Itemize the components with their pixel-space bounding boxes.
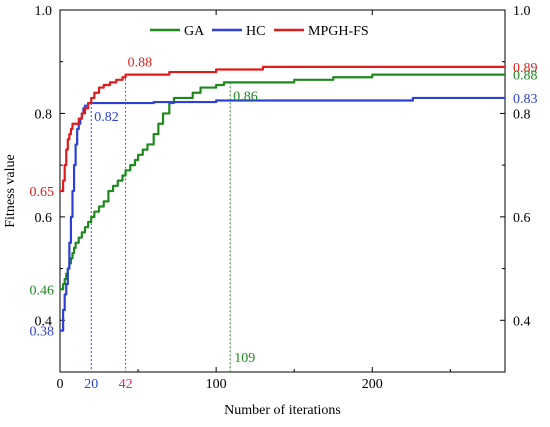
marker-label: 20 xyxy=(84,377,98,392)
y-tick-label-right: 0.6 xyxy=(513,211,531,226)
series-line-mpgh-fs xyxy=(60,65,505,193)
value-annotation: 0.86 xyxy=(233,89,258,104)
legend-label-hc: HC xyxy=(246,24,265,39)
annotations-layer: 0.650.460.380.890.880.830.880.820.86 xyxy=(30,56,538,340)
series-line-hc xyxy=(60,96,505,332)
value-annotation: 0.88 xyxy=(513,69,538,84)
series-layer xyxy=(60,65,505,332)
x-tick-label: 0 xyxy=(57,377,64,392)
x-axis-label: Number of iterations xyxy=(224,403,341,418)
value-annotation: 0.88 xyxy=(128,56,153,71)
value-annotation: 0.82 xyxy=(94,110,119,125)
markers-layer: 20 42 109 xyxy=(84,74,255,392)
value-annotation: 0.89 xyxy=(513,61,538,76)
y-tick-label-right: 0.4 xyxy=(513,314,531,329)
y-tick-label-left: 1.0 xyxy=(35,4,53,19)
marker-label: 109 xyxy=(234,351,255,366)
legend-label-mpgh-fs: MPGH-FS xyxy=(308,24,369,39)
y-tick-label-right: 1.0 xyxy=(513,4,531,19)
y-axis-label: Fitness value xyxy=(3,154,18,228)
marker-label: 42 xyxy=(119,377,133,392)
series-line-ga xyxy=(60,73,505,291)
y-tick-label-right: 0.8 xyxy=(513,107,531,122)
y-tick-label-left: 0.8 xyxy=(35,107,53,122)
value-annotation: 0.65 xyxy=(30,185,55,200)
x-tick-label: 200 xyxy=(362,377,383,392)
ticks-layer: 0 100 200 0.4 0.4 0.6 0.6 0.8 0.8 1.0 1.0 xyxy=(35,4,531,392)
value-annotation: 0.38 xyxy=(30,325,55,340)
value-annotation: 0.46 xyxy=(30,283,55,298)
legend-label-ga: GA xyxy=(184,24,205,39)
y-tick-label-left: 0.6 xyxy=(35,211,53,226)
y-tick-label-left: 0.4 xyxy=(35,314,53,329)
x-tick-label: 100 xyxy=(206,377,227,392)
value-annotation: 0.83 xyxy=(513,92,538,107)
legend: GA HC MPGH-FS xyxy=(150,24,369,39)
